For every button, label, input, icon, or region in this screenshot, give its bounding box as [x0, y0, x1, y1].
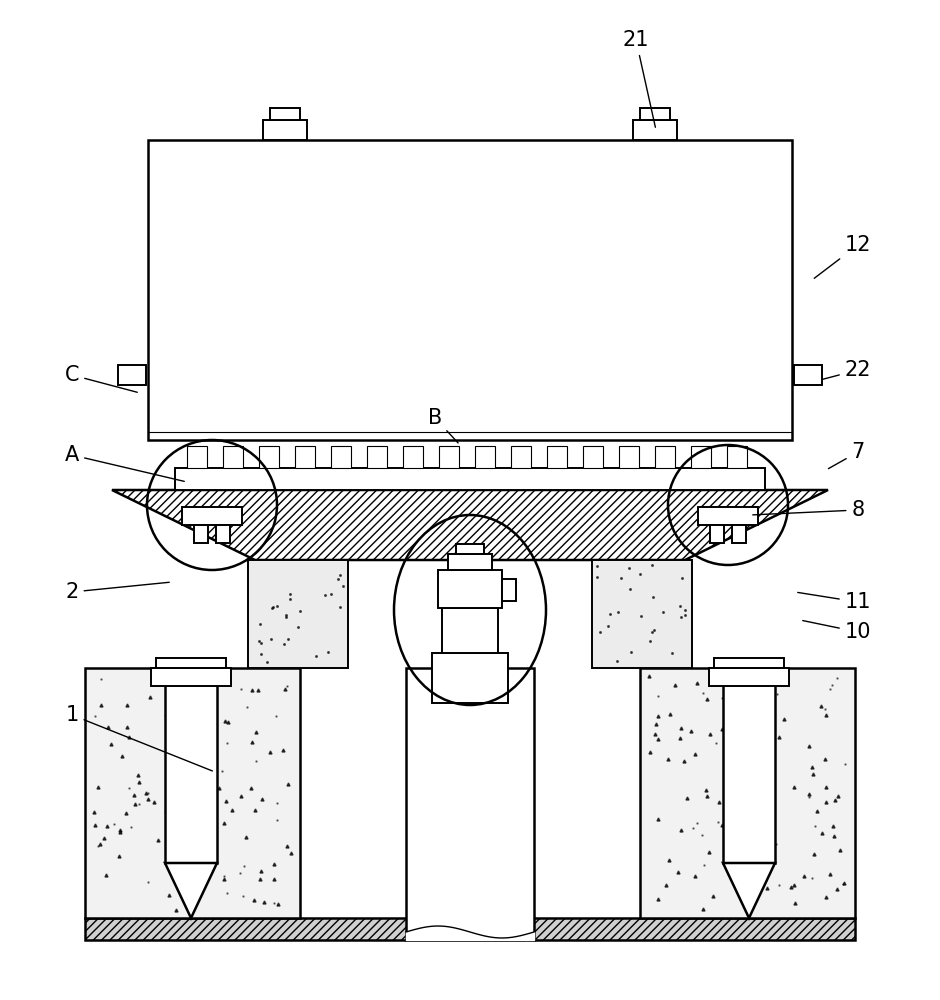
Bar: [640, 108, 670, 120]
Bar: [723, 668, 775, 863]
Bar: [511, 446, 531, 468]
Bar: [248, 560, 348, 668]
Bar: [655, 446, 675, 468]
Bar: [151, 668, 231, 686]
Bar: [270, 108, 300, 120]
Bar: [406, 668, 534, 940]
Bar: [194, 525, 208, 543]
Bar: [709, 668, 789, 686]
Text: C: C: [65, 365, 137, 392]
Text: B: B: [428, 408, 458, 443]
Bar: [698, 507, 758, 525]
Bar: [714, 658, 784, 668]
Bar: [442, 608, 498, 653]
Text: A: A: [65, 445, 184, 481]
Bar: [148, 140, 792, 440]
Text: 12: 12: [814, 235, 871, 278]
Bar: [216, 525, 230, 543]
Bar: [619, 446, 639, 468]
Text: 10: 10: [803, 621, 871, 642]
Bar: [432, 653, 508, 703]
Bar: [584, 446, 603, 468]
Bar: [85, 918, 855, 940]
Bar: [728, 446, 747, 468]
Text: 8: 8: [753, 500, 865, 520]
Bar: [592, 560, 692, 668]
Bar: [692, 446, 712, 468]
Bar: [547, 446, 567, 468]
Bar: [732, 525, 746, 543]
Bar: [118, 365, 146, 385]
Polygon shape: [165, 863, 217, 918]
Bar: [224, 446, 243, 468]
Bar: [295, 446, 315, 468]
Polygon shape: [723, 863, 775, 918]
Bar: [187, 446, 207, 468]
Text: 1: 1: [66, 705, 212, 771]
Bar: [448, 554, 492, 570]
Bar: [85, 668, 300, 918]
Bar: [156, 658, 226, 668]
Bar: [368, 446, 387, 468]
Bar: [165, 668, 217, 863]
Bar: [439, 446, 460, 468]
Bar: [502, 579, 516, 601]
Bar: [259, 446, 279, 468]
Text: 7: 7: [828, 442, 865, 469]
Bar: [710, 525, 724, 543]
Text: 11: 11: [798, 592, 871, 612]
Bar: [182, 507, 242, 525]
Bar: [403, 446, 423, 468]
Bar: [438, 570, 502, 608]
Text: 2: 2: [66, 582, 169, 602]
Bar: [456, 544, 484, 554]
Bar: [263, 120, 307, 140]
Bar: [794, 365, 822, 385]
Bar: [633, 120, 677, 140]
Polygon shape: [112, 490, 828, 560]
Bar: [175, 468, 765, 490]
Bar: [332, 446, 352, 468]
Text: 22: 22: [822, 360, 871, 380]
Text: 21: 21: [622, 30, 655, 127]
Bar: [476, 446, 495, 468]
Bar: [640, 668, 855, 918]
